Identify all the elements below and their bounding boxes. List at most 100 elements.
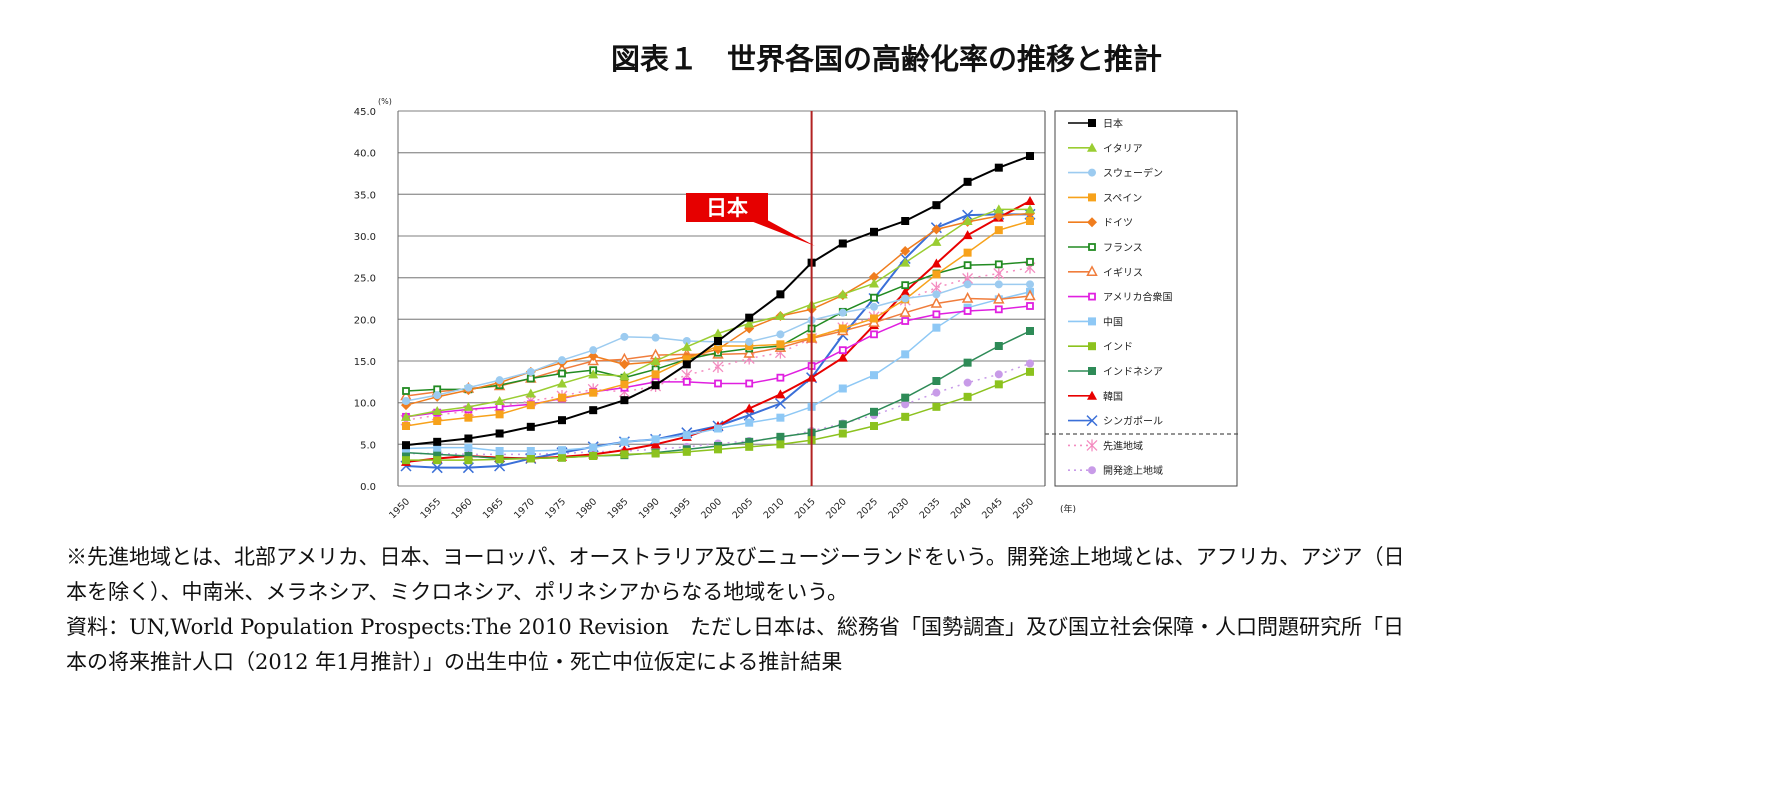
data-point — [994, 280, 1003, 289]
x-tick-label: 1955 — [418, 496, 443, 521]
data-point — [901, 294, 910, 303]
data-point — [930, 296, 943, 308]
data-point — [776, 330, 785, 339]
series-日本 — [402, 152, 1034, 450]
data-point — [963, 261, 972, 270]
data-point — [431, 462, 443, 474]
data-point — [1024, 289, 1036, 301]
data-point — [495, 410, 504, 419]
data-point — [558, 453, 566, 462]
legend-marker — [1088, 119, 1096, 127]
y-tick-label: 30.0 — [354, 232, 376, 243]
data-point — [464, 456, 473, 465]
data-point — [651, 333, 660, 342]
data-point — [1025, 204, 1035, 214]
x-tick-label: 1990 — [637, 496, 662, 521]
data-point — [932, 377, 941, 385]
data-point — [901, 350, 910, 359]
legend-marker — [1088, 193, 1096, 202]
data-point — [745, 437, 754, 446]
x-tick-label: 1985 — [606, 496, 631, 521]
legend-item: インドネシア — [1068, 366, 1163, 378]
data-point — [713, 328, 723, 338]
x-tick-label: 1950 — [387, 496, 412, 521]
data-point — [495, 455, 504, 464]
y-tick-label: 40.0 — [354, 149, 376, 160]
data-point — [464, 413, 473, 422]
x-tick-label: 2015 — [793, 496, 818, 521]
data-point — [433, 456, 442, 465]
data-point — [776, 340, 785, 349]
x-tick-label: 2050 — [1011, 496, 1036, 521]
data-point — [994, 163, 1003, 172]
data-point — [931, 258, 942, 268]
data-point — [1026, 257, 1034, 266]
data-point — [558, 416, 566, 425]
footnote-line: 資料：UN,World Population Prospects:The 201… — [66, 615, 1404, 639]
data-point — [682, 377, 691, 386]
data-point — [714, 445, 722, 454]
data-point — [558, 356, 566, 365]
data-point — [900, 286, 911, 296]
data-point — [901, 400, 910, 409]
data-point — [931, 224, 942, 235]
data-point — [994, 370, 1003, 379]
data-point — [1026, 302, 1034, 310]
data-point — [526, 454, 535, 463]
data-point — [651, 449, 660, 458]
data-point — [402, 397, 410, 405]
data-point — [464, 383, 473, 392]
data-point — [402, 441, 410, 450]
data-point — [837, 289, 848, 299]
legend-item: イギリス — [1068, 265, 1143, 279]
data-point — [743, 346, 755, 358]
data-point — [464, 434, 473, 443]
data-point — [901, 393, 910, 402]
data-point — [838, 239, 847, 248]
legend-label: インドネシア — [1103, 366, 1163, 378]
data-point — [901, 281, 910, 290]
data-point — [931, 236, 942, 246]
data-point — [870, 314, 878, 323]
x-tick-label: 2005 — [730, 496, 755, 521]
data-point — [870, 330, 878, 339]
data-point — [900, 246, 911, 256]
data-point — [932, 323, 941, 332]
data-point — [900, 257, 911, 267]
data-point — [837, 352, 848, 362]
data-point — [993, 292, 1005, 304]
data-point — [651, 370, 660, 379]
data-point — [932, 310, 941, 319]
x-tick-label: 1995 — [668, 496, 693, 521]
data-point — [869, 278, 879, 288]
chart-title: 図表１ 世界各国の高齢化率の推移と推計 — [610, 42, 1162, 76]
data-point — [589, 443, 598, 452]
legend-marker — [1088, 342, 1096, 351]
y-tick-label: 10.0 — [354, 399, 376, 410]
data-point — [776, 440, 785, 449]
legend-marker — [1086, 439, 1098, 452]
data-point — [962, 209, 974, 221]
data-point — [870, 227, 878, 236]
legend-marker — [1087, 217, 1097, 228]
data-point — [619, 359, 630, 370]
data-point — [744, 318, 755, 328]
data-point — [870, 293, 878, 302]
data-point — [993, 204, 1004, 214]
legend-label: 日本 — [1103, 117, 1123, 130]
data-point — [962, 216, 973, 225]
data-point — [1026, 217, 1034, 225]
data-point — [775, 389, 786, 399]
data-point — [619, 371, 630, 380]
data-point — [620, 437, 629, 446]
data-point — [650, 356, 661, 365]
data-point — [433, 443, 442, 452]
data-point — [745, 379, 754, 388]
data-point — [838, 324, 847, 333]
data-point — [838, 420, 847, 429]
data-point — [495, 447, 504, 455]
data-point — [993, 267, 1005, 280]
legend-marker — [1086, 265, 1098, 277]
data-point — [745, 313, 754, 322]
y-tick-label: 5.0 — [360, 440, 376, 451]
